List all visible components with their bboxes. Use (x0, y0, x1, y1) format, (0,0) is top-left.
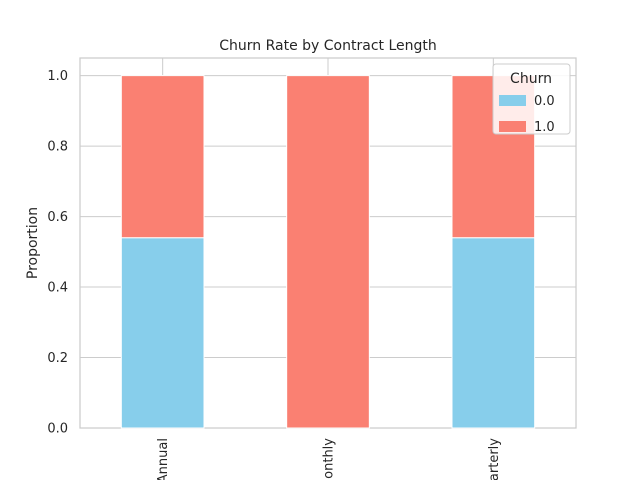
bars (120, 75, 536, 429)
x-tick-label: Annual (156, 438, 171, 480)
y-tick-label: 0.4 (47, 281, 68, 296)
x-tick-label: Monthly (322, 438, 337, 480)
legend-box (492, 63, 571, 135)
y-axis-label: Proportion (25, 207, 41, 279)
legend-swatch (499, 95, 526, 106)
bar-annual-churn-0-0 (120, 237, 205, 429)
bar-quarterly-churn-0-0 (451, 237, 536, 429)
y-tick-label: 0.8 (47, 140, 68, 155)
y-tick-label: 0.0 (47, 422, 68, 437)
legend-label: 0.0 (534, 94, 555, 109)
legend-title: Churn (510, 71, 552, 87)
legend-label: 1.0 (534, 120, 555, 135)
legend-swatch (499, 121, 526, 132)
bar-monthly-churn-1-0 (286, 75, 370, 429)
y-tick-label: 0.6 (47, 210, 68, 225)
y-tick-label: 1.0 (47, 69, 68, 84)
chart-title: Churn Rate by Contract Length (219, 38, 437, 54)
y-tick-labels: 0.0 0.2 0.4 0.6 0.8 1.0 (47, 69, 68, 436)
x-tick-labels: Annual Monthly Quarterly (156, 438, 502, 485)
legend-entries: 0.0 1.0 (499, 94, 555, 135)
x-tick-label: Quarterly (487, 438, 502, 480)
bar-annual-churn-1-0 (120, 75, 205, 239)
legend[interactable]: Churn 0.0 1.0 (492, 63, 571, 135)
y-tick-label: 0.2 (47, 351, 68, 366)
